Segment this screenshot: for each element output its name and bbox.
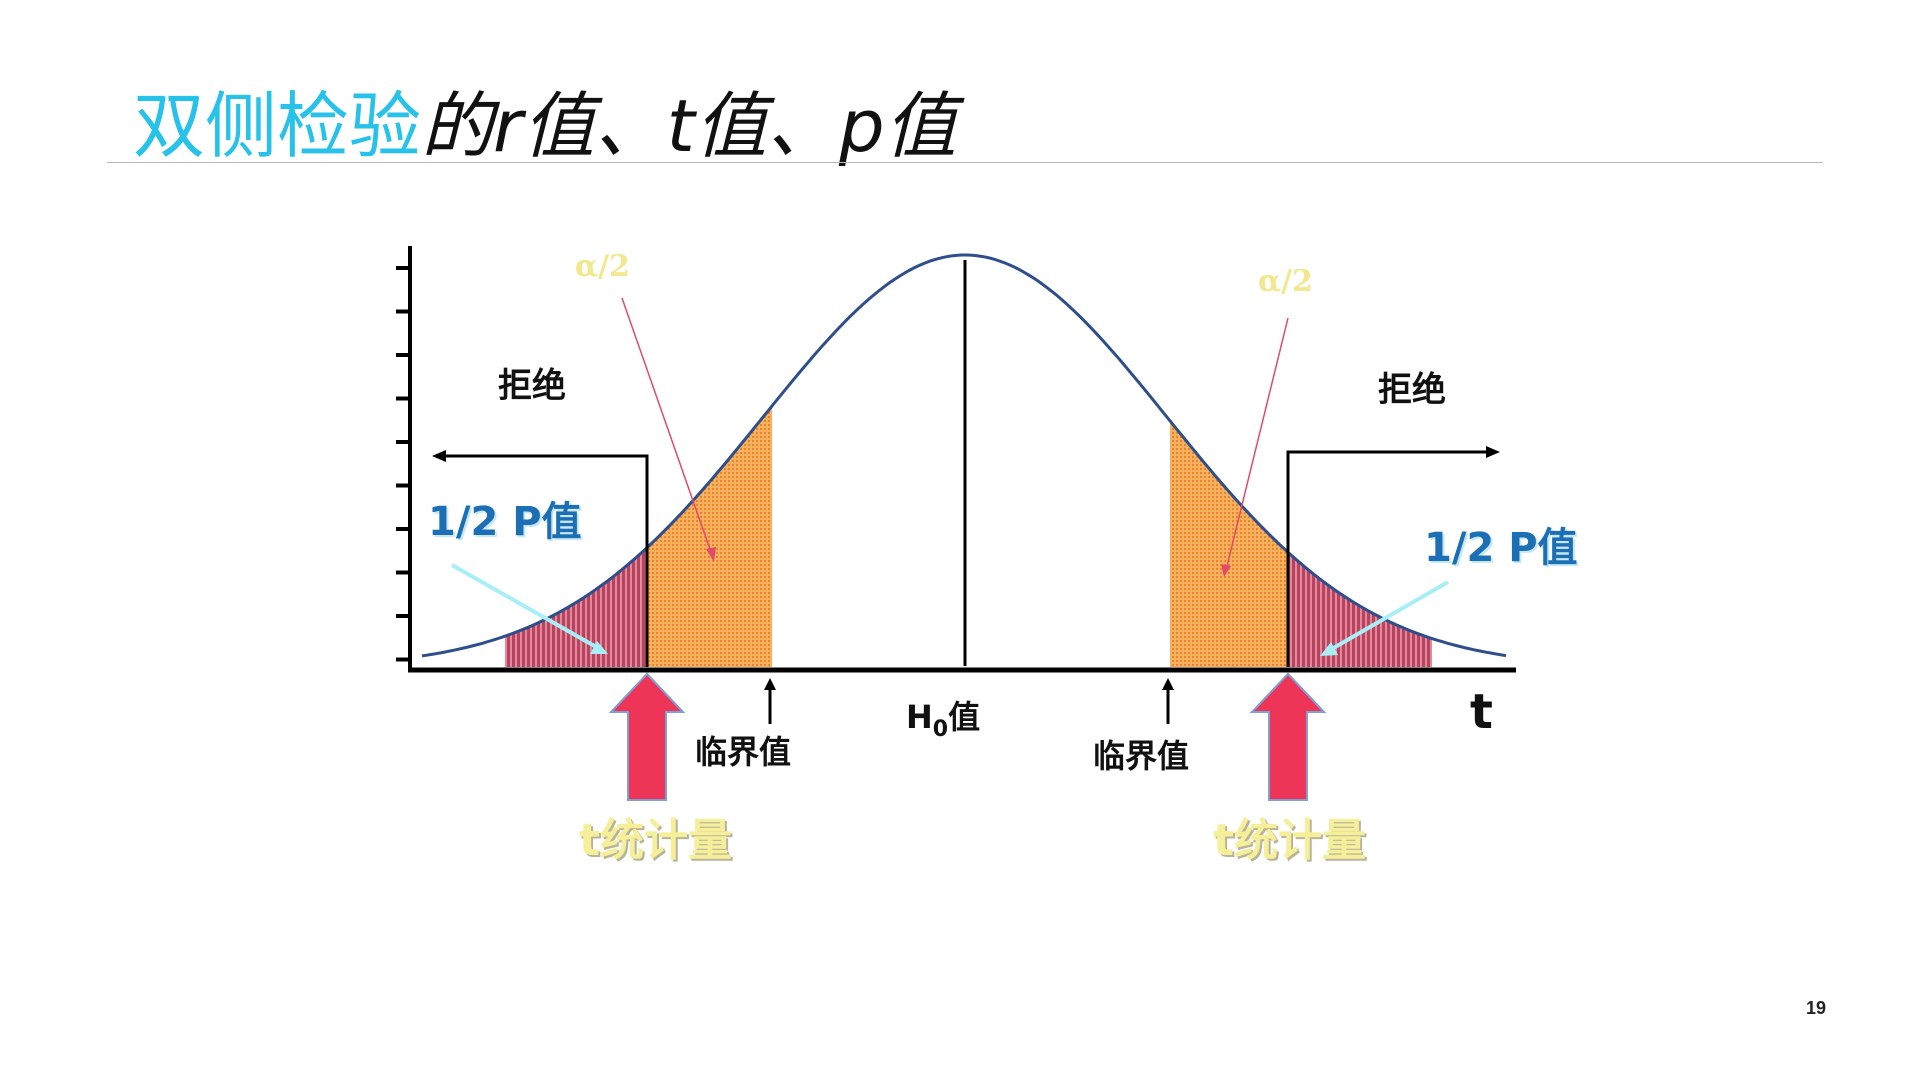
slide-title: 双侧检验的r值、t值、p值 <box>133 90 957 162</box>
right-alpha-region <box>1170 420 1288 667</box>
h0-label-subscript: 0 <box>933 717 948 742</box>
left-alpha-region <box>647 406 772 667</box>
right-half-p-label: 1/2 P值 <box>1424 525 1578 571</box>
left-reject-label: 拒绝 <box>498 366 566 406</box>
right-half-p-pointer <box>1329 580 1449 652</box>
right-half-p-region <box>1288 552 1432 667</box>
h0-label-suffix: 值 <box>948 698 980 736</box>
right-alpha-pointer-head <box>1221 564 1231 577</box>
density-curve <box>421 253 1507 658</box>
left-critical-arrowhead <box>764 678 776 690</box>
left-alpha-label: α/2 <box>575 249 630 284</box>
left-alpha-pointer-head <box>706 547 716 562</box>
right-tstat-label-shadow: t统计量 <box>1215 817 1368 868</box>
right-half-p-pointer-head <box>1320 642 1338 656</box>
title-divider <box>107 162 1823 163</box>
right-tstat-arrow <box>1249 672 1327 801</box>
right-reject-arrowhead <box>1486 446 1500 458</box>
left-tstat-arrow <box>608 672 686 801</box>
left-half-p-label: 1/2 P值 <box>428 499 582 545</box>
right-critical-arrowhead <box>1162 678 1174 690</box>
right-tstat-label: t统计量 <box>1213 815 1366 866</box>
right-reject-label: 拒绝 <box>1378 370 1446 410</box>
right-alpha-pointer <box>1225 317 1289 571</box>
right-half-p-label-shadow: 1/2 P值 <box>1426 527 1580 573</box>
h0-label: H0值 <box>906 698 980 742</box>
left-tstat-label-shadow: t统计量 <box>581 817 734 868</box>
slide-title-accent: 双侧检验 <box>133 84 422 168</box>
h0-label-main: H <box>906 698 933 736</box>
left-half-p-label-shadow: 1/2 P值 <box>430 501 584 547</box>
left-reject-arrowhead <box>432 450 446 462</box>
left-half-p-pointer-head <box>590 641 608 654</box>
left-half-p-region <box>505 547 647 667</box>
page-number: 19 <box>1805 998 1826 1018</box>
right-alpha-label: α/2 <box>1258 264 1313 299</box>
left-tstat-label: t统计量 <box>579 815 732 866</box>
slide-title-rest: 的r值、t值、p值 <box>421 84 957 168</box>
y-axis-ticks <box>396 266 410 662</box>
right-critical-label: 临界值 <box>1093 737 1189 775</box>
left-half-p-pointer <box>451 563 599 650</box>
right-reject-bracket <box>1286 450 1492 667</box>
left-critical-label: 临界值 <box>695 733 791 771</box>
left-alpha-pointer <box>621 297 713 556</box>
left-reject-bracket <box>440 454 649 667</box>
x-axis-label: t <box>1470 684 1493 740</box>
